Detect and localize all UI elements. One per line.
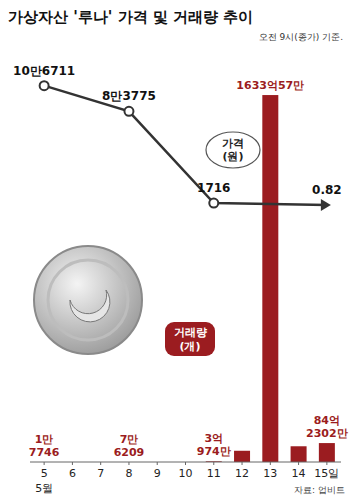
volume-legend-box	[165, 322, 215, 356]
x-tick-label: 7	[97, 467, 104, 480]
text-line: 1만	[35, 433, 54, 446]
text-line: 거래량	[174, 326, 207, 339]
volume-label: 3억974만	[197, 432, 231, 458]
volume-legend: 거래량(개)	[174, 326, 207, 353]
source: 자료: 업비트	[294, 485, 345, 495]
price-marker	[40, 81, 49, 90]
x-tick-label: 10	[179, 467, 193, 480]
price-label: 8만3775	[102, 89, 156, 103]
title: 가상자산 '루나' 가격 및 거래량 추이	[8, 8, 253, 26]
text-line: 가격	[222, 137, 244, 150]
volume-bar	[262, 95, 278, 462]
price-label: 1716	[197, 181, 230, 195]
text-line: 7만	[120, 433, 139, 446]
x-tick-label: 9	[154, 467, 161, 480]
x-tick	[157, 462, 158, 465]
volume-bar	[319, 443, 335, 462]
price-marker	[124, 107, 133, 116]
x-tick	[298, 462, 299, 465]
x-tick	[100, 462, 101, 465]
text-line: 1633억57만	[236, 79, 304, 92]
text-line: 2302만	[306, 427, 348, 440]
text-line: 6209	[114, 446, 145, 459]
coin-decoration	[70, 290, 110, 322]
price-label: 10만6711	[13, 64, 75, 78]
x-tick-label: 8	[125, 467, 132, 480]
x-tick-label: 5	[41, 467, 48, 480]
x-tick-label: 15일	[314, 467, 339, 480]
coin-decoration	[48, 260, 128, 340]
price-arrow	[321, 199, 331, 211]
x-tick-label: 14	[292, 467, 306, 480]
x-tick-label: 13	[263, 467, 277, 480]
text-line: (개)	[179, 340, 200, 353]
x-tick	[270, 462, 271, 465]
volume-label: 84억2302만	[306, 414, 348, 440]
x-tick	[326, 462, 327, 465]
x-tick	[44, 462, 45, 465]
text-line: 3억	[204, 432, 223, 445]
price-label: 0.82	[312, 183, 342, 197]
x-tick	[213, 462, 214, 465]
x-tick	[128, 462, 129, 465]
text-line: 84억	[314, 414, 340, 427]
x-tick	[185, 462, 186, 465]
volume-label: 1633억57만	[236, 79, 304, 92]
marks	[36, 81, 335, 462]
annotation: 5월	[35, 482, 53, 495]
coin-decoration	[34, 246, 142, 354]
x-tick-label: 6	[69, 467, 76, 480]
price-marker	[209, 199, 218, 208]
price-legend-box	[206, 132, 260, 168]
chart: 가상자산 '루나' 가격 및 거래량 추이오전 9시(종가) 기준. 1만7746…	[0, 0, 351, 500]
volume-bar	[234, 451, 250, 462]
x-tick-label: 12	[235, 467, 249, 480]
volume-label: 1만7746	[29, 433, 60, 459]
volume-bar	[291, 446, 307, 462]
volume-label: 7만6209	[114, 433, 145, 459]
x-tick	[72, 462, 73, 465]
x-tick-label: 11	[207, 467, 221, 480]
x-tick	[242, 462, 243, 465]
price-line	[44, 86, 327, 205]
price-legend: 가격(원)	[222, 137, 244, 163]
subtitle: 오전 9시(종가) 기준.	[259, 32, 343, 42]
text-line: 7746	[29, 446, 60, 459]
text-line: (원)	[222, 150, 243, 163]
text-line: 974만	[197, 445, 231, 458]
labels: 1만7746 7만6209 3억974만 1633억57만 84억2302만 10만671…	[13, 64, 348, 459]
